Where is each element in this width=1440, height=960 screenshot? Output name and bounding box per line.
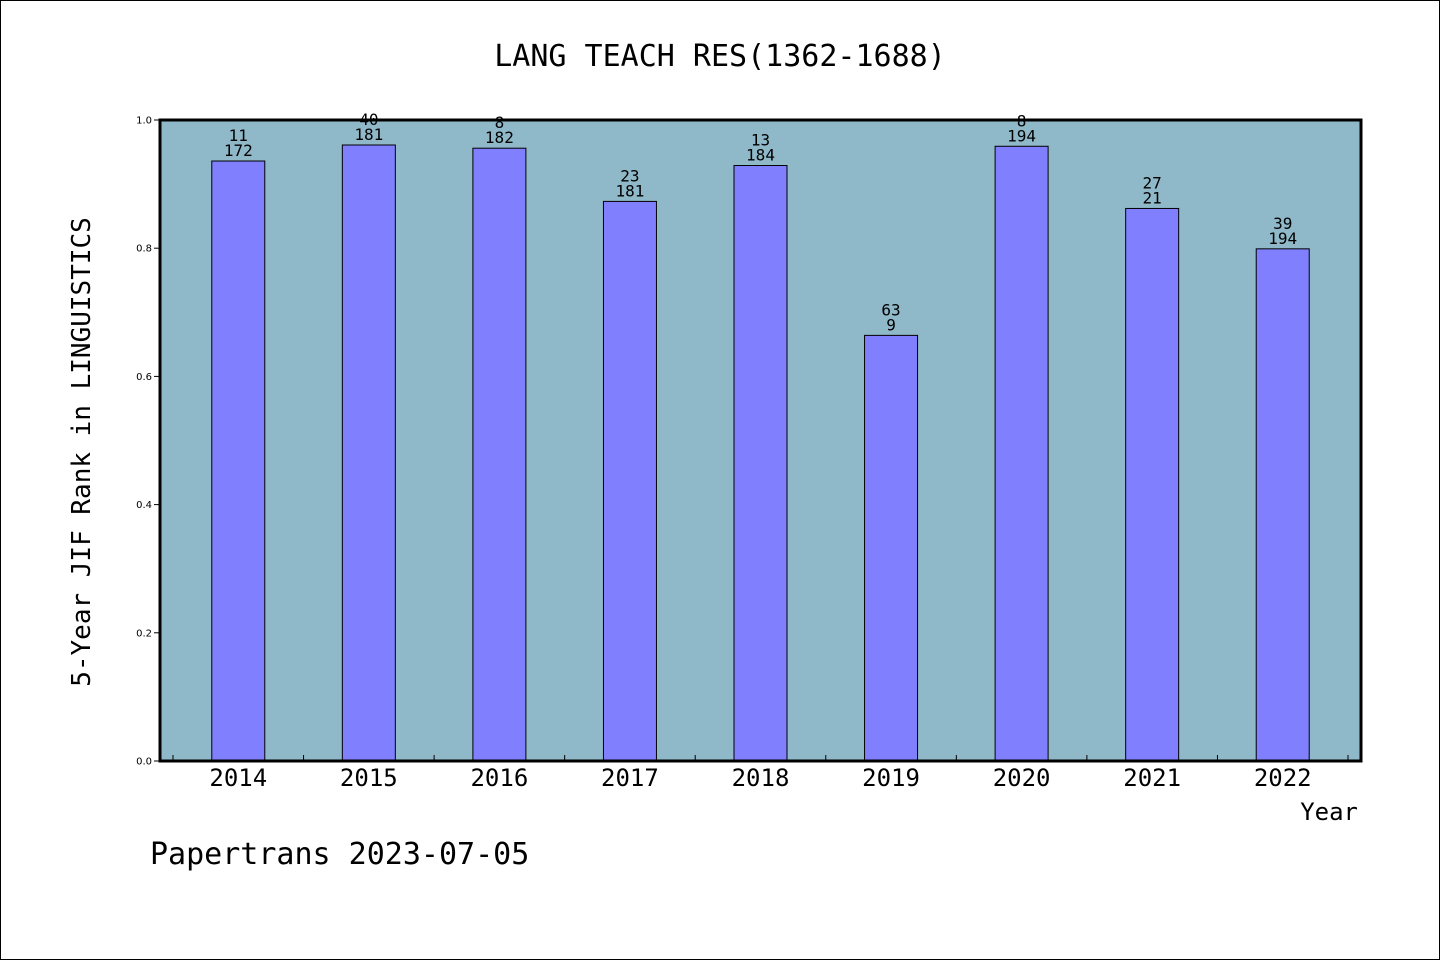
bar-2022 xyxy=(1255,248,1310,762)
data-label-total: 194 xyxy=(1007,126,1036,145)
bar-2019 xyxy=(864,334,919,762)
data-label-total: 172 xyxy=(224,141,253,160)
footer-credit: Papertrans 2023-07-05 xyxy=(150,837,529,872)
x-tick-label: 2019 xyxy=(862,764,920,792)
x-tick-label: 2020 xyxy=(993,764,1051,792)
y-tick-label: 0.8 xyxy=(136,244,152,255)
y-tick-label: 0.4 xyxy=(136,500,152,511)
data-label-total: 181 xyxy=(354,125,383,144)
data-label-rank: 27 xyxy=(1143,173,1162,192)
data-label-total: 21 xyxy=(1143,188,1162,207)
data-label-rank: 13 xyxy=(751,131,770,150)
data-label-total: 194 xyxy=(1268,229,1297,248)
bar-2015 xyxy=(341,144,396,762)
x-tick-label: 2016 xyxy=(470,764,528,792)
x-tick-label: 2022 xyxy=(1254,764,1312,792)
x-tick-label: 2021 xyxy=(1123,764,1181,792)
y-tick-label: 1.0 xyxy=(136,116,152,127)
bar-group xyxy=(211,144,1310,762)
data-label-rank: 63 xyxy=(881,300,900,319)
bar-2017 xyxy=(602,200,657,762)
y-tick-label: 0.0 xyxy=(136,757,152,768)
y-tick-label: 0.2 xyxy=(136,628,152,639)
x-tick-label: 2015 xyxy=(340,764,398,792)
x-tick-label: 2018 xyxy=(732,764,790,792)
data-label-rank: 11 xyxy=(229,126,248,145)
data-label-total: 184 xyxy=(746,146,775,165)
data-label-rank: 23 xyxy=(620,166,639,185)
x-tick-label: 2014 xyxy=(209,764,267,792)
y-axis-ticks: 0.0 0.2 0.4 0.6 0.8 1.0 xyxy=(136,116,160,768)
bar-2016 xyxy=(472,147,527,762)
x-tick-label: 2017 xyxy=(601,764,659,792)
data-label-total: 182 xyxy=(485,128,514,147)
chart-title: LANG TEACH RES(1362-1688) xyxy=(494,39,946,74)
data-label-rank: 8 xyxy=(495,113,505,132)
x-axis-label: Year xyxy=(1300,798,1358,826)
bar-2020 xyxy=(994,145,1049,762)
plot-border xyxy=(158,118,1363,763)
data-label-total: 181 xyxy=(615,181,644,200)
bar-2018 xyxy=(733,165,788,762)
x-axis-ticks: 2014 2015 2016 2017 2018 2019 2020 2021 2022 xyxy=(172,755,1349,792)
data-label-total: 9 xyxy=(886,315,896,334)
bar-2021 xyxy=(1125,207,1180,762)
y-tick-label: 0.6 xyxy=(136,372,152,383)
data-label-rank: 39 xyxy=(1273,214,1292,233)
y-axis-label: 5-Year JIF Rank in LINGUISTICS xyxy=(67,217,97,687)
bar-2014 xyxy=(211,160,266,762)
